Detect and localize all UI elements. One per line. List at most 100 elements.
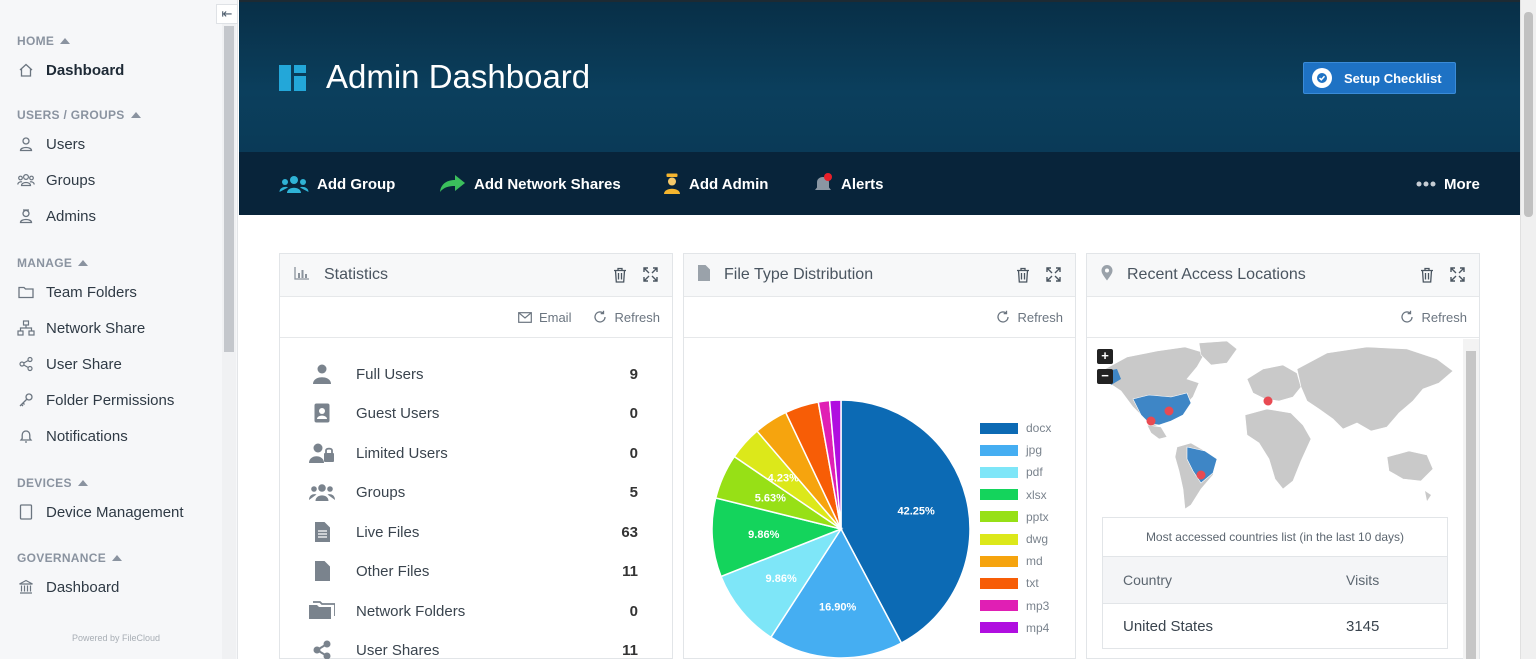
map-scrollbar[interactable]: [1463, 339, 1479, 659]
user-icon: [17, 135, 35, 153]
section-governance-label: GOVERNANCE: [17, 551, 107, 565]
legend-item-mp4[interactable]: mp4: [980, 617, 1051, 639]
add-network-shares-label: Add Network Shares: [474, 175, 621, 193]
powered-by: Powered by FileCloud: [72, 633, 161, 643]
sidebar-item-user-share[interactable]: User Share: [17, 352, 122, 376]
legend-label: md: [1026, 554, 1043, 569]
sidebar-scrollbar-thumb[interactable]: [224, 26, 234, 352]
pie-slice-docx[interactable]: [840, 399, 971, 645]
legend-item-txt[interactable]: txt: [980, 572, 1051, 594]
sidebar-item-device-management[interactable]: Device Management: [17, 500, 184, 524]
access-locations-card: Recent Access Locations Refresh: [1086, 253, 1480, 659]
stat-row-groups: Groups 5: [308, 478, 638, 506]
column-header-country[interactable]: Country: [1123, 572, 1173, 588]
sidebar-item-dashboard[interactable]: Dashboard: [17, 58, 124, 82]
expand-icon[interactable]: [1046, 267, 1061, 288]
legend-item-xlsx[interactable]: xlsx: [980, 484, 1051, 506]
legend-label: txt: [1026, 576, 1039, 591]
access-title: Recent Access Locations: [1127, 266, 1306, 283]
legend-label: dwg: [1026, 532, 1049, 547]
trash-icon[interactable]: [1420, 267, 1434, 288]
page-scrollbar-thumb[interactable]: [1524, 12, 1533, 217]
section-devices-label: DEVICES: [17, 476, 72, 490]
envelope-icon: [518, 311, 532, 323]
sidebar-item-network-share[interactable]: Network Share: [17, 316, 145, 340]
sidebar-item-admins[interactable]: Admins: [17, 204, 96, 228]
file-type-pie-chart: 42.25% 16.90% 9.86% 9.86% 5.63% 4.23%: [711, 399, 971, 659]
collapse-caret-icon: [77, 480, 88, 486]
sidebar-item-groups[interactable]: Groups: [17, 168, 95, 192]
section-manage-label: MANAGE: [17, 256, 73, 270]
share-nodes-icon: [308, 640, 336, 659]
alerts-button[interactable]: Alerts: [813, 172, 884, 196]
file-type-refresh-link[interactable]: Refresh: [996, 310, 1063, 325]
stat-row-guest-users: Guest Users 0: [308, 399, 638, 427]
visits-cell: 3145: [1346, 617, 1380, 635]
stat-label: Live Files: [356, 523, 420, 541]
sidebar-item-notifications[interactable]: Notifications: [17, 424, 128, 448]
pie-label-pptx: 5.63%: [755, 492, 786, 504]
stat-row-full-users: Full Users 9: [308, 360, 638, 388]
legend-item-jpg[interactable]: jpg: [980, 439, 1051, 461]
share-arrow-icon: [438, 174, 466, 194]
sidebar-item-team-folders[interactable]: Team Folders: [17, 280, 137, 304]
legend-item-mp3[interactable]: mp3: [980, 595, 1051, 617]
add-admin-label: Add Admin: [689, 175, 769, 193]
sidebar-item-users[interactable]: Users: [17, 132, 85, 156]
user-solid-icon: [308, 364, 336, 384]
email-link[interactable]: Email: [518, 309, 572, 325]
legend-item-docx[interactable]: docx: [980, 417, 1051, 439]
stat-value: 9: [629, 365, 638, 383]
more-button[interactable]: More: [1416, 172, 1480, 196]
expand-icon[interactable]: [643, 267, 658, 288]
add-network-shares-button[interactable]: Add Network Shares: [438, 172, 621, 196]
world-map[interactable]: + − Most accessed countries list (in the…: [1087, 339, 1479, 659]
sidebar-scrollbar[interactable]: [222, 24, 236, 659]
add-admin-button[interactable]: Add Admin: [663, 172, 768, 196]
zoom-out-button[interactable]: −: [1097, 369, 1113, 384]
email-label: Email: [538, 309, 572, 325]
access-refresh-link[interactable]: Refresh: [1400, 310, 1467, 325]
statistics-refresh-link[interactable]: Refresh: [593, 310, 660, 325]
legend-item-pptx[interactable]: pptx: [980, 506, 1051, 528]
pie-slice-mp4[interactable]: [828, 399, 842, 530]
legend-label: xlsx: [1026, 487, 1047, 502]
add-group-icon: [279, 174, 309, 194]
legend-swatch: [980, 444, 1018, 456]
bell-icon: [17, 427, 35, 445]
legend-item-pdf[interactable]: pdf: [980, 461, 1051, 483]
section-home[interactable]: HOME: [17, 34, 71, 48]
stat-row-other-files: Other Files 11: [308, 557, 638, 585]
legend-item-dwg[interactable]: dwg: [980, 528, 1051, 550]
pie-slice-pdf[interactable]: [720, 527, 843, 639]
expand-icon[interactable]: [1450, 267, 1465, 288]
legend-label: jpg: [1026, 443, 1043, 458]
column-header-visits[interactable]: Visits: [1346, 572, 1380, 588]
legend-swatch: [980, 622, 1018, 634]
trash-icon[interactable]: [613, 267, 627, 288]
trash-icon[interactable]: [1016, 267, 1030, 288]
file-type-title: File Type Distribution: [724, 266, 874, 283]
page-scrollbar[interactable]: [1520, 0, 1536, 659]
collapse-sidebar-icon[interactable]: ⇤: [216, 4, 238, 24]
device-icon: [17, 503, 35, 521]
access-card-header: Recent Access Locations: [1087, 254, 1479, 297]
zoom-in-button[interactable]: +: [1097, 349, 1113, 364]
section-governance[interactable]: GOVERNANCE: [17, 551, 123, 565]
dashboard-logo-icon: [279, 65, 306, 91]
pie-slice-xlsx[interactable]: [711, 497, 844, 578]
stat-label: User Shares: [356, 641, 440, 659]
stat-label: Guest Users: [356, 404, 440, 422]
section-users-groups[interactable]: USERS / GROUPS: [17, 108, 141, 122]
sidebar-item-label: Notifications: [46, 427, 128, 445]
section-devices[interactable]: DEVICES: [17, 476, 88, 490]
section-manage[interactable]: MANAGE: [17, 256, 89, 270]
legend-item-md[interactable]: md: [980, 550, 1051, 572]
add-group-button[interactable]: Add Group: [279, 172, 395, 196]
pie-slice-jpg[interactable]: [769, 527, 903, 659]
sidebar-item-folder-permissions[interactable]: Folder Permissions: [17, 388, 174, 412]
sidebar-item-governance-dashboard[interactable]: Dashboard: [17, 575, 119, 599]
setup-checklist-button[interactable]: Setup Checklist: [1303, 62, 1456, 94]
map-scrollbar-thumb[interactable]: [1466, 351, 1476, 659]
collapse-caret-icon: [112, 555, 123, 561]
